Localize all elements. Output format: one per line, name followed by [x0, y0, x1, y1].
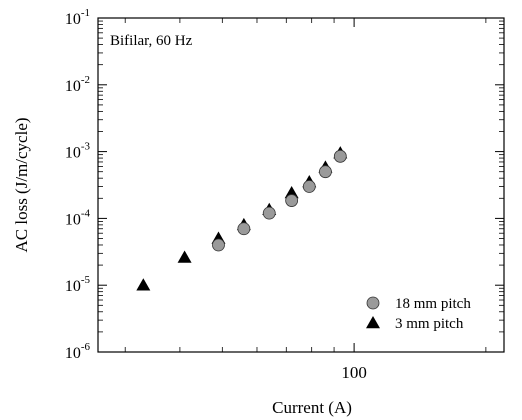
y-axis-label: AC loss (J/m/cycle)	[12, 117, 31, 252]
data-series	[136, 146, 348, 291]
data-point-circle	[262, 206, 276, 220]
x-axis-label: Current (A)	[272, 398, 352, 417]
data-point-circle	[319, 165, 332, 179]
y-tick-label: 10-2	[65, 74, 90, 95]
legend-label: 18 mm pitch	[395, 296, 471, 312]
data-point-circle	[285, 194, 299, 207]
data-point-circle	[237, 222, 251, 236]
chart-annotation: Bifilar, 60 Hz	[110, 33, 193, 49]
series-circle	[212, 149, 347, 252]
legend-marker-circle	[366, 296, 380, 310]
data-point-circle	[302, 180, 316, 193]
data-point-triangle	[136, 278, 151, 291]
series-triangle	[136, 146, 348, 291]
x-tick-labels: 100	[341, 363, 367, 382]
data-point-triangle	[284, 186, 299, 199]
y-tick-labels: 10-1 10-2 10-3 10-4 10-5 10-6	[65, 7, 91, 362]
data-point-triangle	[177, 250, 192, 263]
data-point-circle	[333, 149, 347, 163]
y-tick-label: 10-6	[65, 341, 91, 362]
plot-frame	[97, 17, 505, 353]
y-tick-label: 10-4	[65, 207, 91, 228]
y-tick-label: 10-1	[65, 7, 90, 28]
axis-ticks	[98, 17, 504, 353]
data-point-circle	[212, 238, 225, 252]
y-tick-label: 10-3	[65, 141, 91, 162]
y-tick-label: 10-5	[65, 274, 91, 295]
legend-label: 3 mm pitch	[395, 316, 464, 332]
legend-marker-triangle	[366, 316, 380, 329]
legend: 18 mm pitch 3 mm pitch	[366, 296, 471, 332]
x-tick-label: 100	[341, 363, 367, 382]
